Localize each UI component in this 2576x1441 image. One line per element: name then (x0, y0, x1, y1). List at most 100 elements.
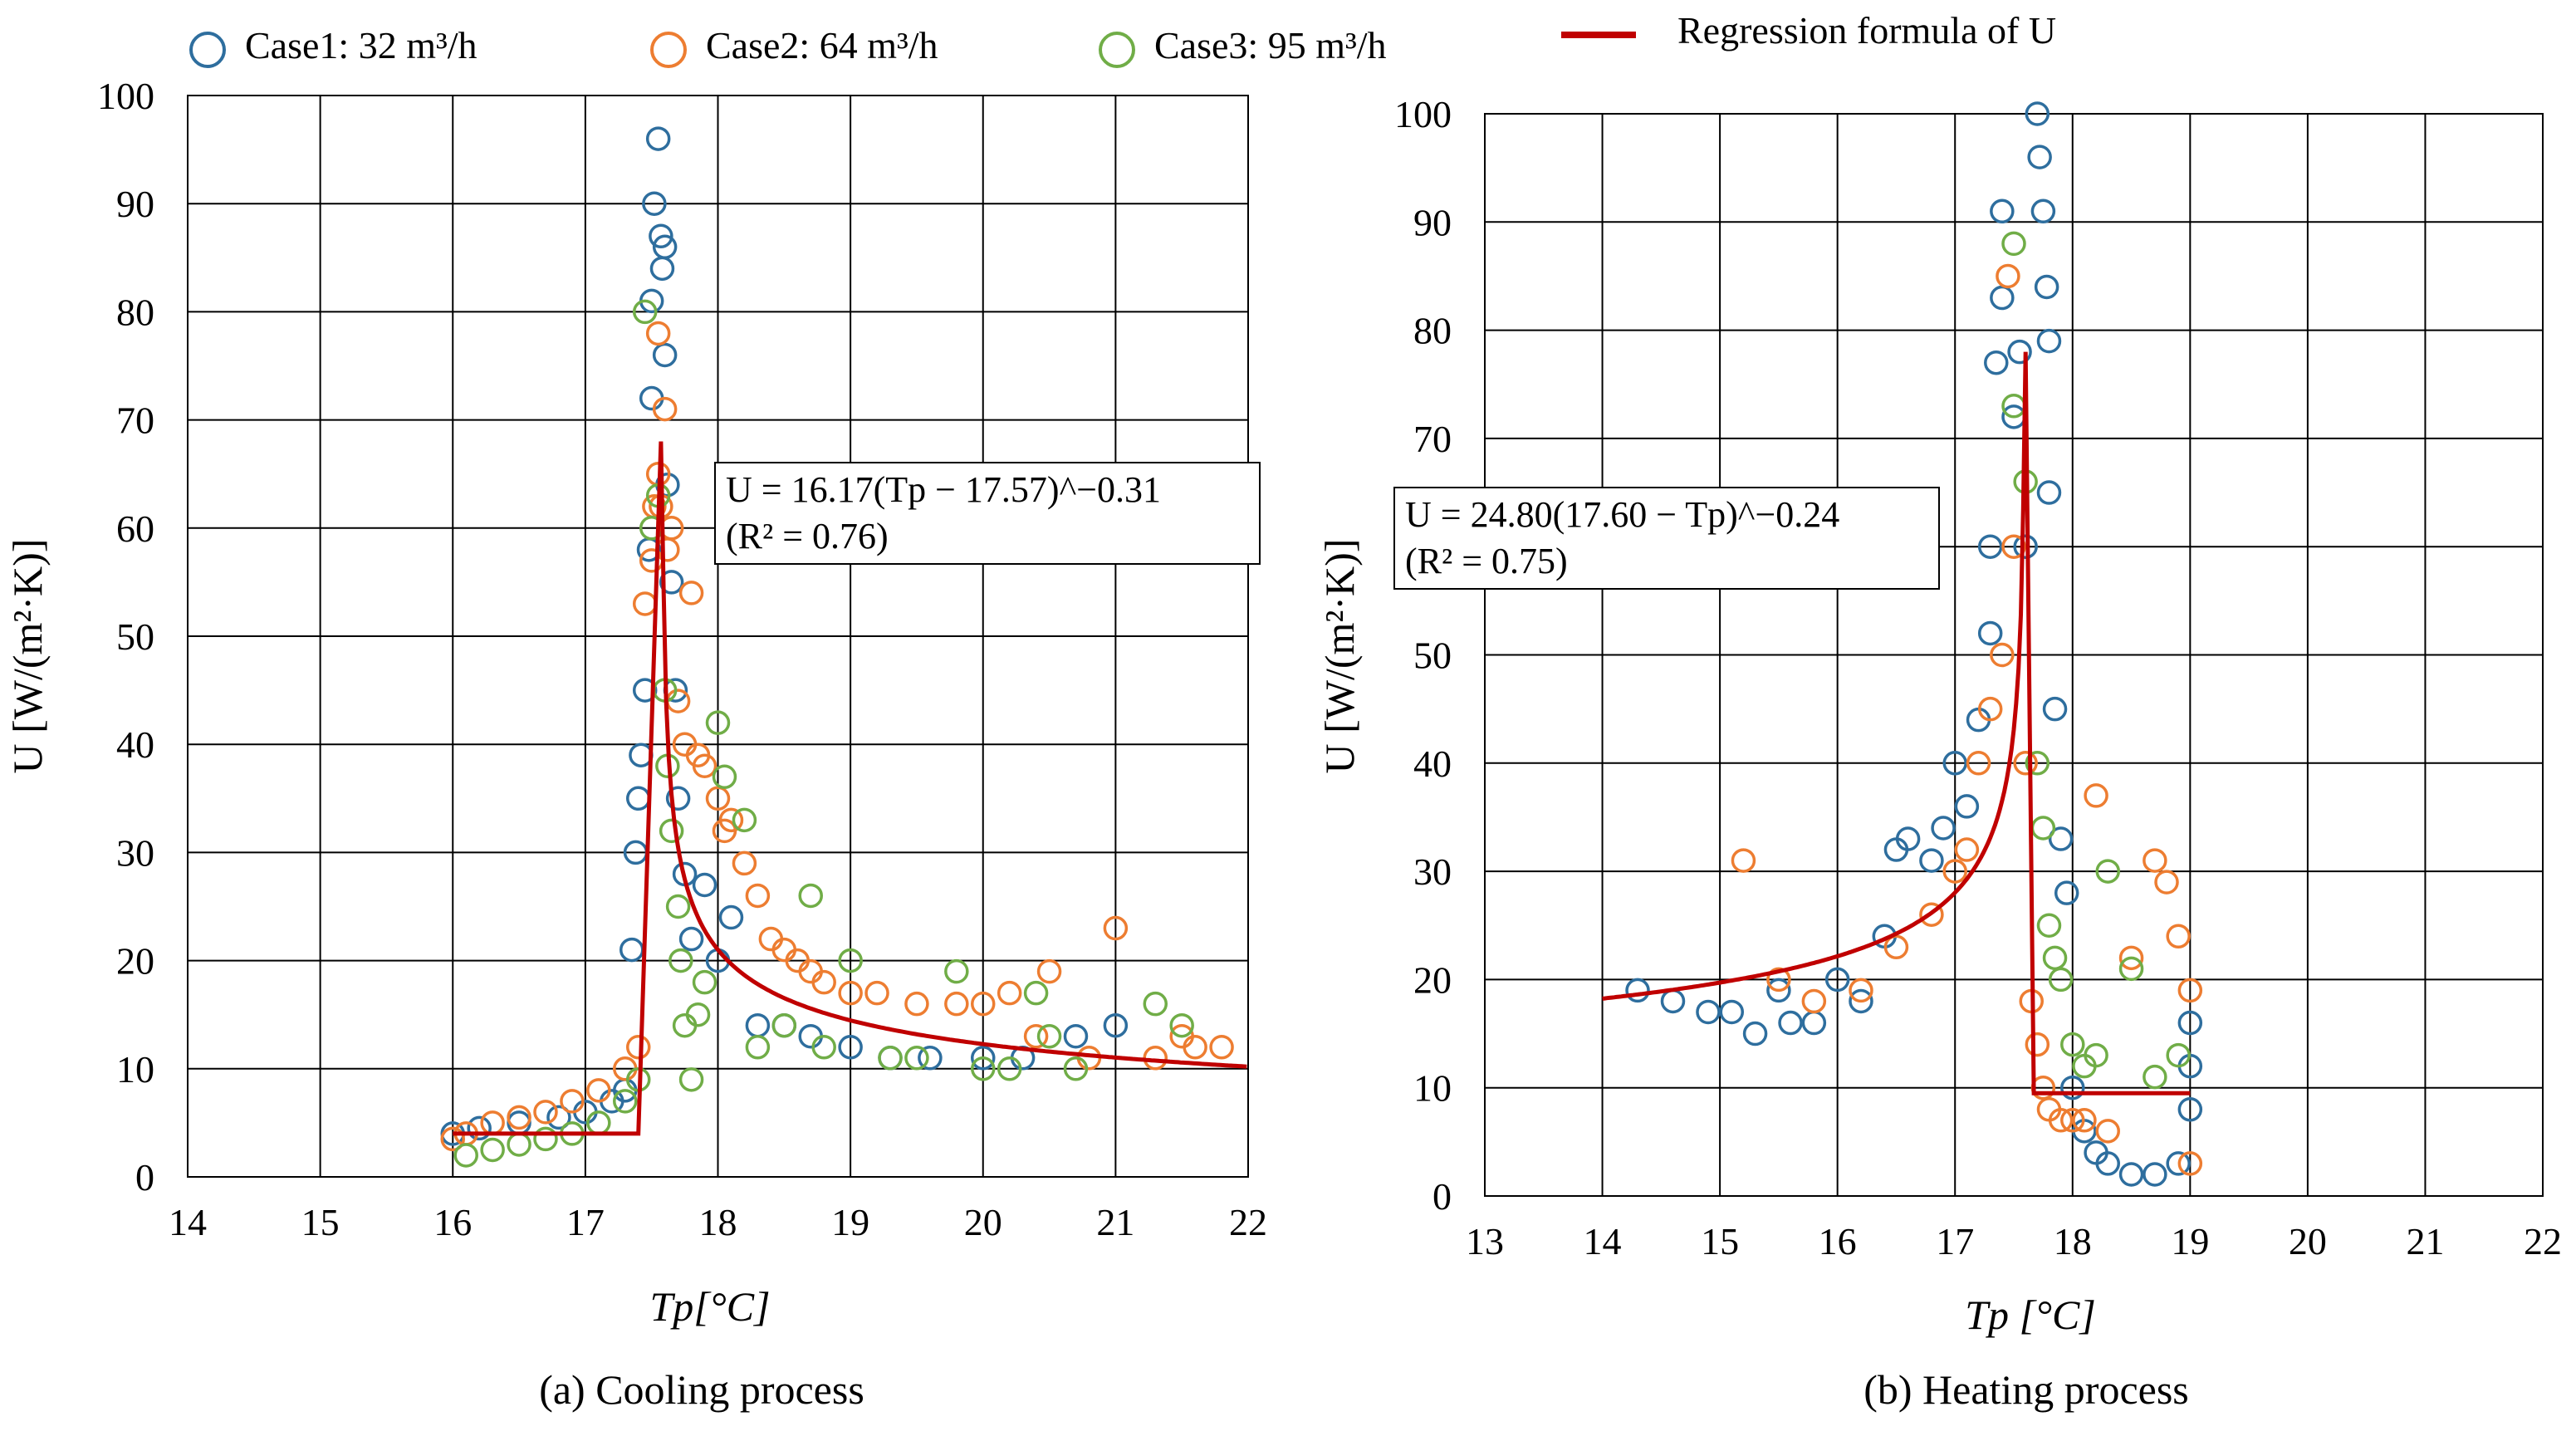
cooling-point-series3 (692, 969, 717, 995)
heating-point-series2 (1990, 642, 2015, 668)
heating-point-series1 (1984, 350, 2009, 375)
heating-point-series3 (2030, 816, 2056, 841)
heating-point-series1 (2177, 1010, 2203, 1036)
cooling-point-series2 (507, 1105, 531, 1130)
heating-point-series1 (1719, 999, 1745, 1025)
heating-point-series1 (2060, 1075, 2085, 1100)
cooling-point-series1 (625, 786, 651, 811)
cooling-y-tick-label: 40 (116, 723, 154, 766)
cooling-point-series3 (1063, 1056, 1089, 1081)
cooling-point-series2 (838, 980, 863, 1006)
heating-point-series2 (1977, 696, 2003, 722)
cooling-plot-frame (187, 95, 1249, 1178)
cooling-point-series3 (771, 1012, 797, 1038)
heating-point-series1 (2042, 696, 2068, 722)
cooling-x-tick-label: 16 (433, 1201, 472, 1243)
heating-point-series3 (2025, 751, 2050, 776)
heating-y-tick-label: 70 (1413, 418, 1452, 460)
cooling-point-series1 (692, 872, 717, 898)
heating-point-series1 (1766, 978, 1791, 1003)
heating-point-series1 (2177, 1097, 2203, 1122)
cooling-point-series1 (1103, 1012, 1129, 1038)
cooling-x-tick-label: 22 (1229, 1201, 1267, 1243)
heating-x-tick-label: 18 (2054, 1220, 2092, 1262)
cooling-point-series1 (918, 1046, 943, 1071)
heating-point-series2 (1919, 902, 1944, 927)
heating-x-tick-label: 19 (2171, 1220, 2209, 1262)
heating-point-series2 (1954, 837, 1980, 862)
heating-point-series2 (2025, 1032, 2050, 1057)
heating-point-series2 (2001, 534, 2026, 559)
cooling-point-series2 (745, 883, 771, 909)
cooling-y-tick-label: 50 (116, 615, 154, 658)
heating-point-series1 (2095, 1151, 2120, 1176)
cooling-equation-box: U = 16.17(Tp − 17.57)^−0.31 (R² = 0.76) (714, 462, 1261, 565)
heating-point-series1 (1742, 1021, 1768, 1046)
cooling-caption: (a) Cooling process (539, 1366, 864, 1413)
cooling-y-tick-label: 20 (116, 940, 154, 983)
heating-r2: (R² = 0.75) (1405, 541, 1568, 581)
heating-y-tick-label: 30 (1413, 850, 1452, 893)
heating-point-series1 (2036, 328, 2062, 354)
heating-point-series1 (1954, 794, 1980, 819)
cooling-xlabel: Tp[°C] (649, 1283, 770, 1330)
cooling-point-series2 (678, 581, 704, 605)
heating-x-tick-label: 20 (2289, 1220, 2327, 1262)
cooling-point-series1 (507, 1110, 531, 1135)
heating-point-series1 (1801, 1010, 1827, 1036)
heating-point-series1 (1931, 816, 1956, 841)
cooling-point-series2 (718, 807, 744, 833)
cooling-point-series3 (613, 1089, 638, 1114)
cooling-point-series2 (1209, 1035, 1234, 1060)
cooling-y-tick-label: 0 (135, 1156, 154, 1198)
heating-y-tick-label: 0 (1432, 1175, 1452, 1218)
heating-equation-box: U = 24.80(17.60 − Tp)^−0.24 (R² = 0.75) (1393, 487, 1940, 590)
cooling-x-tick-label: 19 (831, 1201, 869, 1243)
cooling-x-tick-label: 20 (964, 1201, 1002, 1243)
heating-x-tick-label: 14 (1584, 1220, 1622, 1262)
cooling-point-series2 (560, 1089, 585, 1114)
cooling-point-series2 (1036, 958, 1062, 984)
cooling-point-series2 (1023, 1023, 1049, 1049)
heating-point-series2 (1883, 934, 1909, 960)
heating-point-series2 (2060, 1108, 2085, 1133)
heating-point-series2 (2095, 1119, 2120, 1144)
cooling-point-series1 (652, 234, 678, 260)
cooling-point-series3 (811, 1035, 836, 1060)
cooling-x-tick-label: 18 (699, 1201, 737, 1243)
heating-point-series3 (2143, 1064, 2167, 1090)
heating-point-series1 (1942, 751, 1967, 776)
cooling-point-series3 (685, 1002, 711, 1027)
heating-point-series2 (2084, 783, 2108, 808)
heating-y-tick-label: 20 (1413, 958, 1452, 1001)
cooling-point-series2 (864, 980, 889, 1006)
cooling-point-series1 (645, 126, 671, 151)
heating-point-series1 (2027, 145, 2052, 169)
heating-point-series2 (2166, 924, 2191, 949)
heating-regression-line (1602, 351, 2191, 1095)
heating-y-tick-label: 40 (1413, 743, 1452, 785)
cooling-point-series3 (997, 1056, 1022, 1081)
heating-point-series1 (1778, 1010, 1803, 1036)
heating-point-series1 (1824, 967, 1850, 993)
cooling-y-tick-label: 70 (116, 399, 154, 442)
cooling-point-series2 (652, 396, 678, 422)
heating-point-series2 (1942, 859, 1967, 884)
cooling-point-series3 (705, 710, 731, 735)
cooling-point-series2 (645, 321, 671, 346)
cooling-point-series3 (1169, 1012, 1194, 1038)
cooling-point-series1 (838, 1035, 863, 1060)
heating-point-series2 (1966, 751, 1991, 776)
cooling-point-series1 (971, 1046, 996, 1071)
heating-point-series1 (2143, 1162, 2167, 1187)
heating-point-series1 (2048, 826, 2074, 851)
heating-point-series3 (2001, 231, 2026, 257)
cooling-point-series2 (904, 991, 929, 1017)
heating-x-tick-label: 22 (2524, 1220, 2562, 1262)
heating-point-series1 (1990, 199, 2015, 224)
cooling-point-series3 (678, 1067, 704, 1092)
panel-cooling: 14 15 16 17 18 19 20 21 22 0 10 20 30 40 50 60 70 80 90 100 (97, 75, 1267, 1243)
cooling-point-series3 (1023, 980, 1049, 1006)
heating-point-series2 (1766, 967, 1791, 993)
